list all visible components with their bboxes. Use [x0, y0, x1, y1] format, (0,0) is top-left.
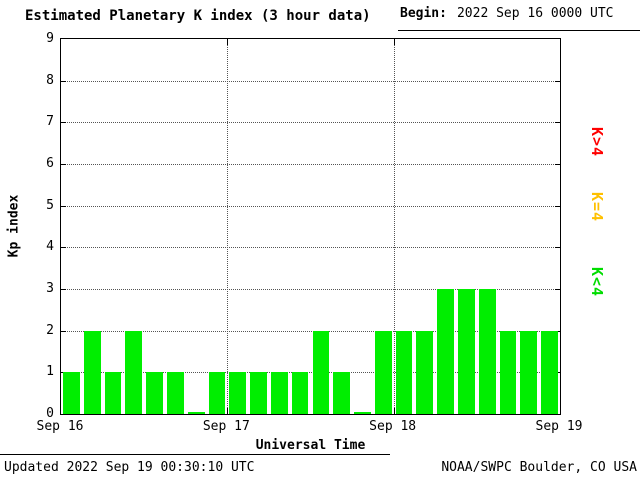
kp-bar — [229, 372, 247, 414]
kp-bar — [416, 330, 434, 414]
kp-bar — [146, 372, 163, 414]
y-tick-label: 0 — [46, 406, 54, 421]
kp-bar — [166, 372, 184, 414]
x-tick-label: Sep 19 — [535, 419, 583, 434]
kp-bar — [520, 330, 538, 414]
axis-tick — [555, 289, 560, 290]
legend-label-K4: K>4 — [588, 127, 606, 158]
legend-label-K4: K=4 — [588, 192, 606, 223]
legend-label-K4: K<4 — [588, 267, 606, 298]
axis-tick — [393, 39, 395, 45]
gridline-h — [61, 289, 560, 290]
axis-tick — [61, 164, 66, 165]
kp-bar — [437, 289, 455, 414]
gridline-h — [61, 247, 560, 249]
kp-bar — [499, 330, 517, 414]
gridline-h — [61, 330, 560, 332]
axis-tick — [61, 122, 66, 124]
axis-tick — [555, 164, 560, 165]
gridline-h — [61, 122, 560, 124]
gridline-h — [61, 80, 560, 82]
kp-bar — [395, 330, 413, 414]
axis-tick — [61, 289, 66, 290]
x-tick-label: Sep 16 — [36, 419, 84, 434]
y-tick-label: 1 — [46, 364, 54, 380]
kp-bar — [270, 372, 288, 414]
updated-timestamp: Updated 2022 Sep 19 00:30:10 UTC — [4, 460, 255, 475]
axis-tick — [555, 205, 560, 207]
axis-tick — [61, 247, 66, 249]
kp-bar — [291, 372, 309, 414]
axis-tick — [555, 247, 560, 249]
begin-value: 2022 Sep 16 0000 UTC — [456, 6, 614, 21]
axis-tick — [227, 408, 229, 414]
kp-bar — [478, 289, 496, 414]
axis-tick — [555, 80, 560, 82]
axis-tick — [555, 122, 560, 124]
kp-bar — [208, 372, 226, 414]
gridline-h — [61, 205, 560, 207]
y-tick-label: 6 — [46, 156, 54, 171]
begin-header: Begin: 2022 Sep 16 0000 UTC — [398, 6, 640, 31]
kp-bar — [187, 412, 205, 414]
axis-tick — [61, 205, 66, 207]
y-axis-title: Kp index — [6, 194, 22, 258]
plot-area — [60, 38, 561, 415]
kp-bar — [312, 330, 330, 414]
y-tick-label: 8 — [46, 72, 54, 88]
gridline-v — [227, 39, 229, 414]
chart-title: Estimated Planetary K index (3 hour data… — [25, 8, 371, 24]
y-tick-label: 9 — [46, 31, 54, 46]
kp-bar — [374, 330, 392, 414]
kp-bar — [104, 372, 122, 414]
y-tick-label: 3 — [46, 281, 54, 296]
x-axis-title: Universal Time — [255, 438, 366, 453]
kp-bar — [63, 372, 80, 414]
kp-bar — [125, 330, 143, 414]
x-tick-label: Sep 17 — [202, 419, 250, 434]
kp-bar — [541, 330, 558, 414]
gridline-h — [61, 372, 560, 374]
x-tick-label: Sep 18 — [369, 419, 417, 434]
axis-tick — [61, 330, 66, 332]
footer-divider — [0, 454, 390, 455]
axis-tick — [393, 408, 395, 414]
begin-label: Begin: — [400, 6, 447, 21]
y-tick-label: 2 — [46, 322, 54, 338]
y-tick-label: 4 — [46, 239, 54, 255]
axis-tick — [227, 39, 229, 45]
gridline-h — [61, 164, 560, 165]
gridline-v — [393, 39, 395, 414]
source-attribution: NOAA/SWPC Boulder, CO USA — [441, 460, 637, 475]
kp-bar — [458, 289, 475, 414]
kp-bar — [83, 330, 101, 414]
y-tick-label: 7 — [46, 114, 54, 130]
y-tick-label: 5 — [46, 197, 54, 213]
axis-tick — [61, 80, 66, 82]
kp-bar — [354, 412, 371, 414]
kp-bar — [250, 372, 267, 414]
kp-bar — [333, 372, 351, 414]
